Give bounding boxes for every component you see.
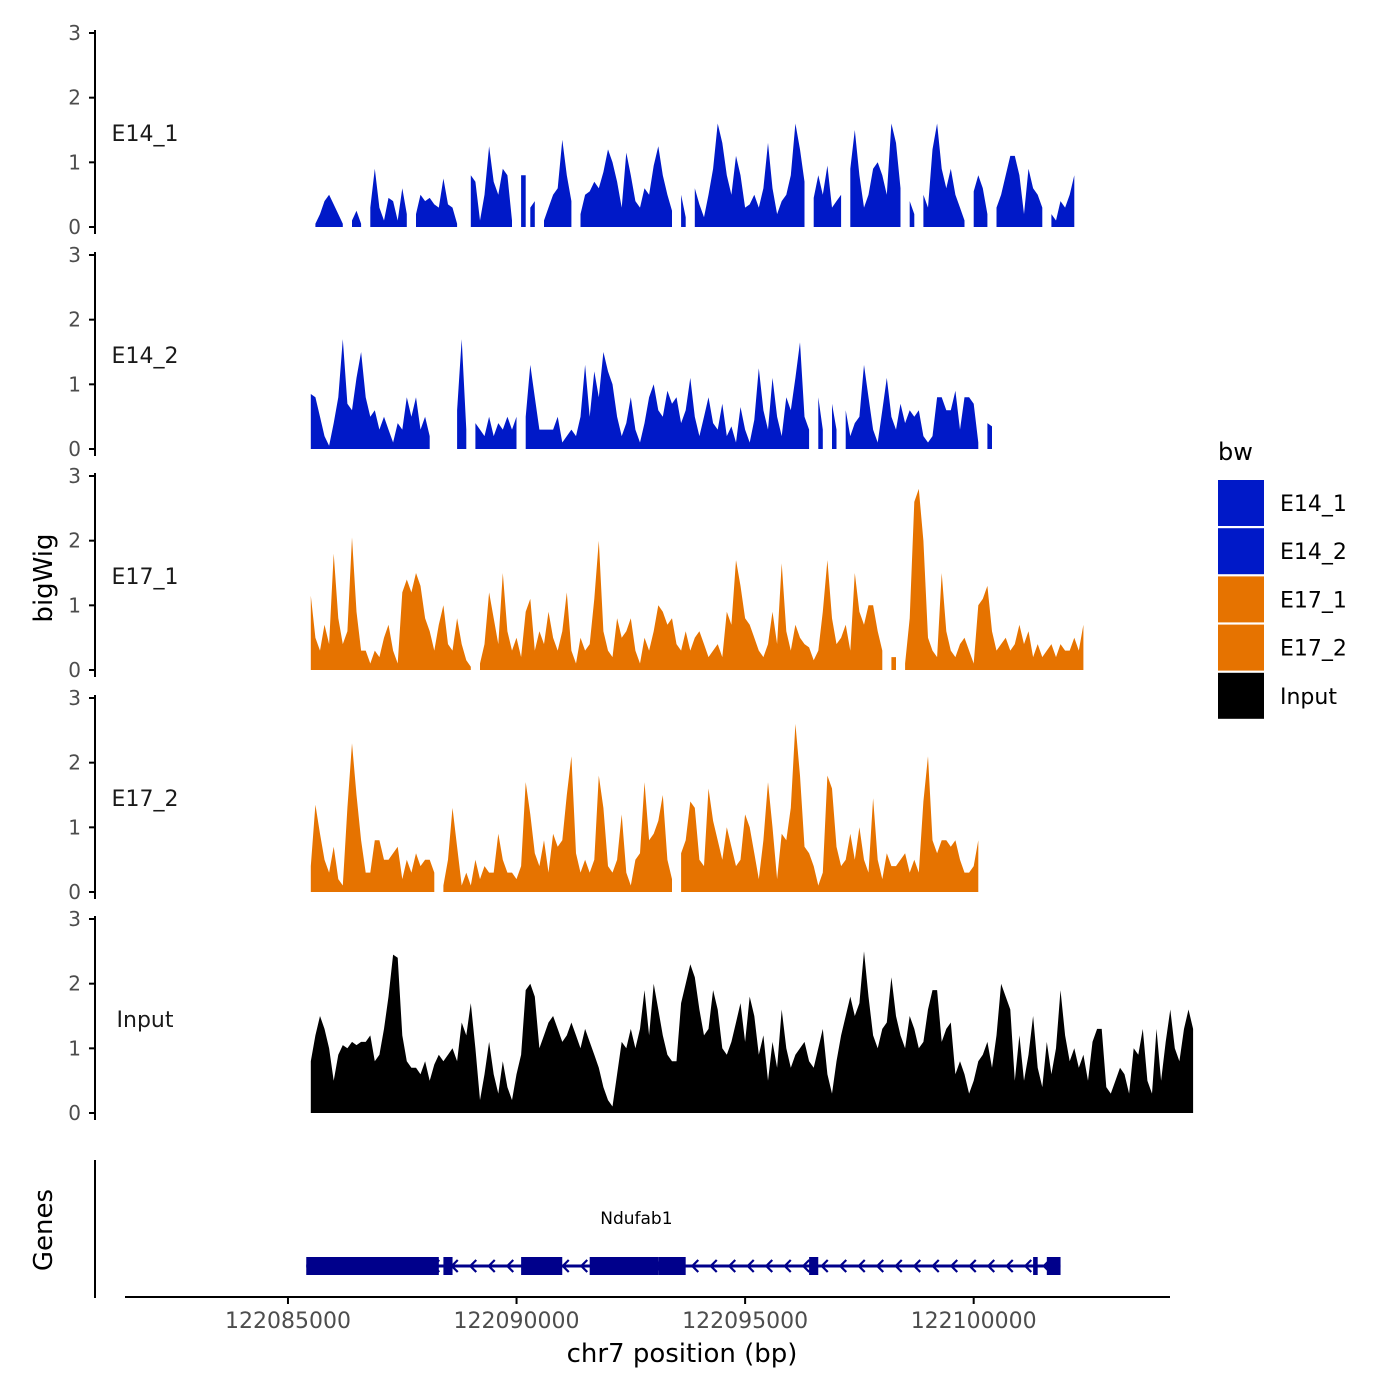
legend-label-Input: Input (1280, 685, 1337, 710)
track-E14_2: 0 1 2 3 E14_2 (68, 243, 992, 461)
strand-arrow (894, 1259, 903, 1273)
y-tick-label-E17_2-0: 0 (68, 880, 81, 904)
signal-area-E17_1 (310, 488, 1084, 670)
y-tick-label-E17_1-2: 2 (68, 529, 81, 553)
exon-8 (1046, 1257, 1061, 1275)
strand-arrow (746, 1259, 755, 1273)
strand-arrow (579, 1259, 589, 1273)
y-tick-label-E17_1-1: 1 (68, 593, 81, 617)
exon-6 (809, 1257, 819, 1275)
y-tick-label-E17_1-0: 0 (68, 658, 81, 682)
track-label-E17_2: E17_2 (112, 787, 179, 812)
strand-arrow (505, 1259, 515, 1273)
track-label-Input: Input (117, 1008, 174, 1033)
signal-area-Input (310, 951, 1194, 1113)
y-tick-label-E17_2-1: 1 (68, 815, 81, 839)
strand-arrow (857, 1259, 866, 1273)
y-tick-label-Input-2: 2 (68, 972, 81, 996)
exon-3 (521, 1257, 563, 1275)
gene-name-label: Ndufab1 (600, 1209, 672, 1229)
strand-arrow (783, 1259, 792, 1273)
strand-arrow (1023, 1259, 1033, 1273)
y-tick-label-E17_1-3: 3 (68, 464, 81, 488)
strand-arrow (949, 1259, 959, 1273)
legend-key-E17_1 (1218, 576, 1264, 623)
strand-arrow (968, 1259, 977, 1273)
genes-layer: Genes Ndufab1 (29, 1160, 1061, 1298)
signal-area-E17_2 (310, 723, 979, 892)
strand-arrow (875, 1259, 885, 1273)
legend-key-E14_2 (1218, 528, 1264, 575)
tracks-layer: 0 1 2 3 E14_1 0 1 2 3 E14_2 0 1 2 3 E17_1 0 1 2 3 E17_2 0 1 2 3… (68, 21, 1194, 1125)
track-E14_1: 0 1 2 3 E14_1 (68, 21, 1075, 239)
track-label-E14_2: E14_2 (112, 344, 179, 369)
y-tick-label-Input-3: 3 (68, 907, 81, 931)
exon-5 (658, 1257, 686, 1275)
legend: bw E14_1 E14_2 E17_1 E17_2 Input (1218, 438, 1347, 719)
strand-arrow (931, 1259, 940, 1273)
strand-arrow (709, 1259, 718, 1273)
strand-arrow (690, 1259, 700, 1273)
y-tick-label-E14_1-2: 2 (68, 86, 81, 110)
y-tick-label-Input-0: 0 (68, 1101, 81, 1125)
strand-arrow (801, 1259, 811, 1273)
y-tick-label-E14_2-2: 2 (68, 308, 81, 332)
x-axis-title: chr7 position (bp) (567, 1339, 798, 1369)
legend-label-E14_2: E14_2 (1280, 540, 1347, 565)
signal-area-E14_1 (315, 123, 1075, 227)
track-label-E14_1: E14_1 (112, 122, 179, 147)
y-tick-label-Input-1: 1 (68, 1036, 81, 1060)
legend-label-E17_1: E17_1 (1280, 588, 1347, 613)
legend-label-E14_1: E14_1 (1280, 492, 1347, 517)
legend-title: bw (1218, 438, 1253, 466)
strand-arrow (912, 1259, 922, 1273)
legend-key-E17_2 (1218, 624, 1264, 671)
genes-axis-label: Genes (29, 1189, 59, 1271)
track-Input: 0 1 2 3 Input (68, 907, 1194, 1125)
x-tick-label-122085000: 122085000 (225, 1309, 351, 1334)
y-tick-label-E14_1-1: 1 (68, 150, 81, 174)
strand-arrow (764, 1259, 774, 1273)
track-E17_1: 0 1 2 3 E17_1 (68, 464, 1084, 682)
strand-arrow (727, 1259, 737, 1273)
x-tick-label-122100000: 122100000 (911, 1309, 1037, 1334)
strand-arrow (820, 1259, 829, 1273)
y-tick-label-E17_2-3: 3 (68, 686, 81, 710)
y-axis-title: bigWig (29, 533, 59, 622)
exon-4 (589, 1257, 659, 1275)
gene-Ndufab1: Ndufab1 (306, 1209, 1061, 1275)
strand-arrow (468, 1259, 478, 1273)
track-label-E17_1: E17_1 (112, 565, 179, 590)
y-tick-label-E14_1-3: 3 (68, 21, 81, 45)
strand-arrow (986, 1259, 996, 1273)
legend-key-E14_1 (1218, 480, 1264, 526)
strand-arrow (838, 1259, 848, 1273)
signal-area-E14_2 (310, 339, 992, 449)
y-tick-label-E17_2-2: 2 (68, 751, 81, 775)
y-tick-label-E14_2-0: 0 (68, 437, 81, 461)
strand-arrow (487, 1259, 496, 1273)
x-tick-label-122095000: 122095000 (682, 1309, 808, 1334)
y-tick-label-E14_2-1: 1 (68, 372, 81, 396)
legend-key-Input (1218, 672, 1264, 719)
strand-arrow (561, 1259, 570, 1273)
legend-label-E17_2: E17_2 (1280, 637, 1347, 662)
y-tick-label-E14_2-3: 3 (68, 243, 81, 267)
x-tick-label-122090000: 122090000 (454, 1309, 580, 1334)
y-tick-label-E14_1-0: 0 (68, 215, 81, 239)
track-E17_2: 0 1 2 3 E17_2 (68, 686, 979, 904)
exon-1 (306, 1257, 439, 1275)
strand-arrow (1005, 1259, 1014, 1273)
exon-2 (443, 1257, 453, 1275)
x-axis: chr7 position (bp) 122085000 122090000 122… (125, 1296, 1170, 1369)
exon-7 (1033, 1257, 1038, 1275)
